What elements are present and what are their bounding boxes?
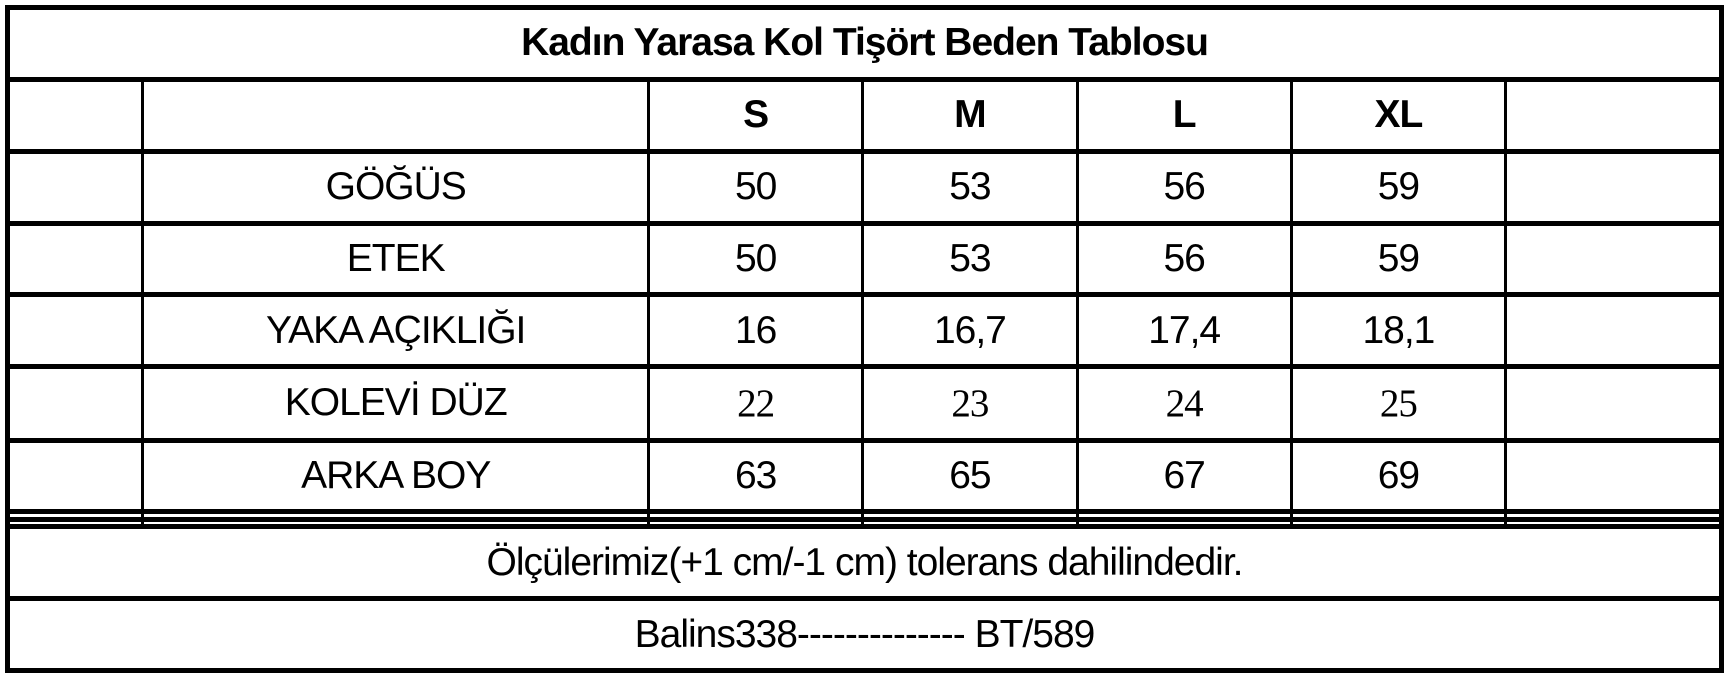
measure-label: GÖĞÜS <box>141 148 651 226</box>
row-cell-empty-right <box>1504 437 1723 515</box>
empty-cell <box>1289 509 1508 522</box>
measure-label: ETEK <box>141 220 651 298</box>
footer-row: Balins338-------------- BT/589 <box>6 596 1723 673</box>
value-cell-s: 63 <box>647 437 865 515</box>
empty-cell <box>5 516 145 530</box>
size-header-row: S M L XL <box>5 76 1723 154</box>
row-cell-empty-right <box>1504 292 1723 370</box>
value-cell-m: 53 <box>861 220 1079 298</box>
empty-cell <box>1075 516 1293 530</box>
empty-cell <box>647 516 865 530</box>
measure-label: ARKA BOY <box>141 437 651 515</box>
empty-cell <box>1289 516 1508 530</box>
empty-cell <box>1504 509 1723 522</box>
header-cell-size-xl: XL <box>1289 76 1508 154</box>
table-row-etek: ETEK 50 53 56 59 <box>5 220 1723 298</box>
table-row-gogus: GÖĞÜS 50 53 56 59 <box>5 148 1723 226</box>
header-cell-empty-left <box>5 76 145 154</box>
size-chart-table: Kadın Yarasa Kol Tişört Beden Tablosu S … <box>5 5 1724 673</box>
header-cell-size-s: S <box>647 76 865 154</box>
row-cell-empty-right <box>1504 364 1723 443</box>
empty-cell <box>141 516 651 530</box>
empty-cell <box>861 509 1079 522</box>
value-cell-m: 16,7 <box>861 292 1079 370</box>
value-cell-m: 53 <box>861 148 1079 226</box>
value-cell-s: 16 <box>647 292 865 370</box>
value-cell-xl: 69 <box>1289 437 1508 515</box>
value-cell-xl: 18,1 <box>1289 292 1508 370</box>
tolerance-row: Ölçülerimiz(+1 cm/-1 cm) tolerans dahili… <box>6 524 1723 601</box>
table-title: Kadın Yarasa Kol Tişört Beden Tablosu <box>6 5 1723 82</box>
value-cell-m: 65 <box>861 437 1079 515</box>
table-row-empty-2 <box>5 516 1723 530</box>
header-cell-size-m: M <box>861 76 1079 154</box>
footer-code: Balins338-------------- BT/589 <box>6 596 1723 673</box>
row-cell-empty-right <box>1504 220 1723 298</box>
empty-cell <box>861 516 1079 530</box>
measure-label: KOLEVİ DÜZ <box>141 364 651 443</box>
table-row-kolevi-duz: KOLEVİ DÜZ 22 23 24 25 <box>5 364 1723 443</box>
empty-cell <box>141 509 651 522</box>
measure-label: YAKA AÇIKLIĞI <box>141 292 651 370</box>
value-cell-s: 22 <box>647 364 865 443</box>
header-cell-size-l: L <box>1075 76 1293 154</box>
empty-cell <box>647 509 865 522</box>
value-cell-s: 50 <box>647 220 865 298</box>
tolerance-note: Ölçülerimiz(+1 cm/-1 cm) tolerans dahili… <box>6 524 1723 601</box>
empty-cell <box>1075 509 1293 522</box>
row-cell-empty-left <box>5 220 145 298</box>
value-cell-l: 24 <box>1075 364 1293 443</box>
value-cell-l: 56 <box>1075 148 1293 226</box>
header-cell-measure-blank <box>141 76 651 154</box>
value-cell-s: 50 <box>647 148 865 226</box>
value-cell-xl: 59 <box>1289 220 1508 298</box>
row-cell-empty-right <box>1504 148 1723 226</box>
header-cell-empty-right <box>1504 76 1723 154</box>
value-cell-xl: 59 <box>1289 148 1508 226</box>
empty-cell <box>1504 516 1723 530</box>
value-cell-l: 17,4 <box>1075 292 1293 370</box>
value-cell-xl: 25 <box>1289 364 1508 443</box>
value-cell-m: 23 <box>861 364 1079 443</box>
table-row-yaka-acikligi: YAKA AÇIKLIĞI 16 16,7 17,4 18,1 <box>5 292 1723 370</box>
row-cell-empty-left <box>5 437 145 515</box>
table-row-arka-boy: ARKA BOY 63 65 67 69 <box>5 437 1723 515</box>
empty-cell <box>5 509 145 522</box>
title-row: Kadın Yarasa Kol Tişört Beden Tablosu <box>6 5 1723 82</box>
row-cell-empty-left <box>5 364 145 443</box>
row-cell-empty-left <box>5 292 145 370</box>
row-cell-empty-left <box>5 148 145 226</box>
table-row-empty-1 <box>5 509 1723 522</box>
value-cell-l: 67 <box>1075 437 1293 515</box>
value-cell-l: 56 <box>1075 220 1293 298</box>
